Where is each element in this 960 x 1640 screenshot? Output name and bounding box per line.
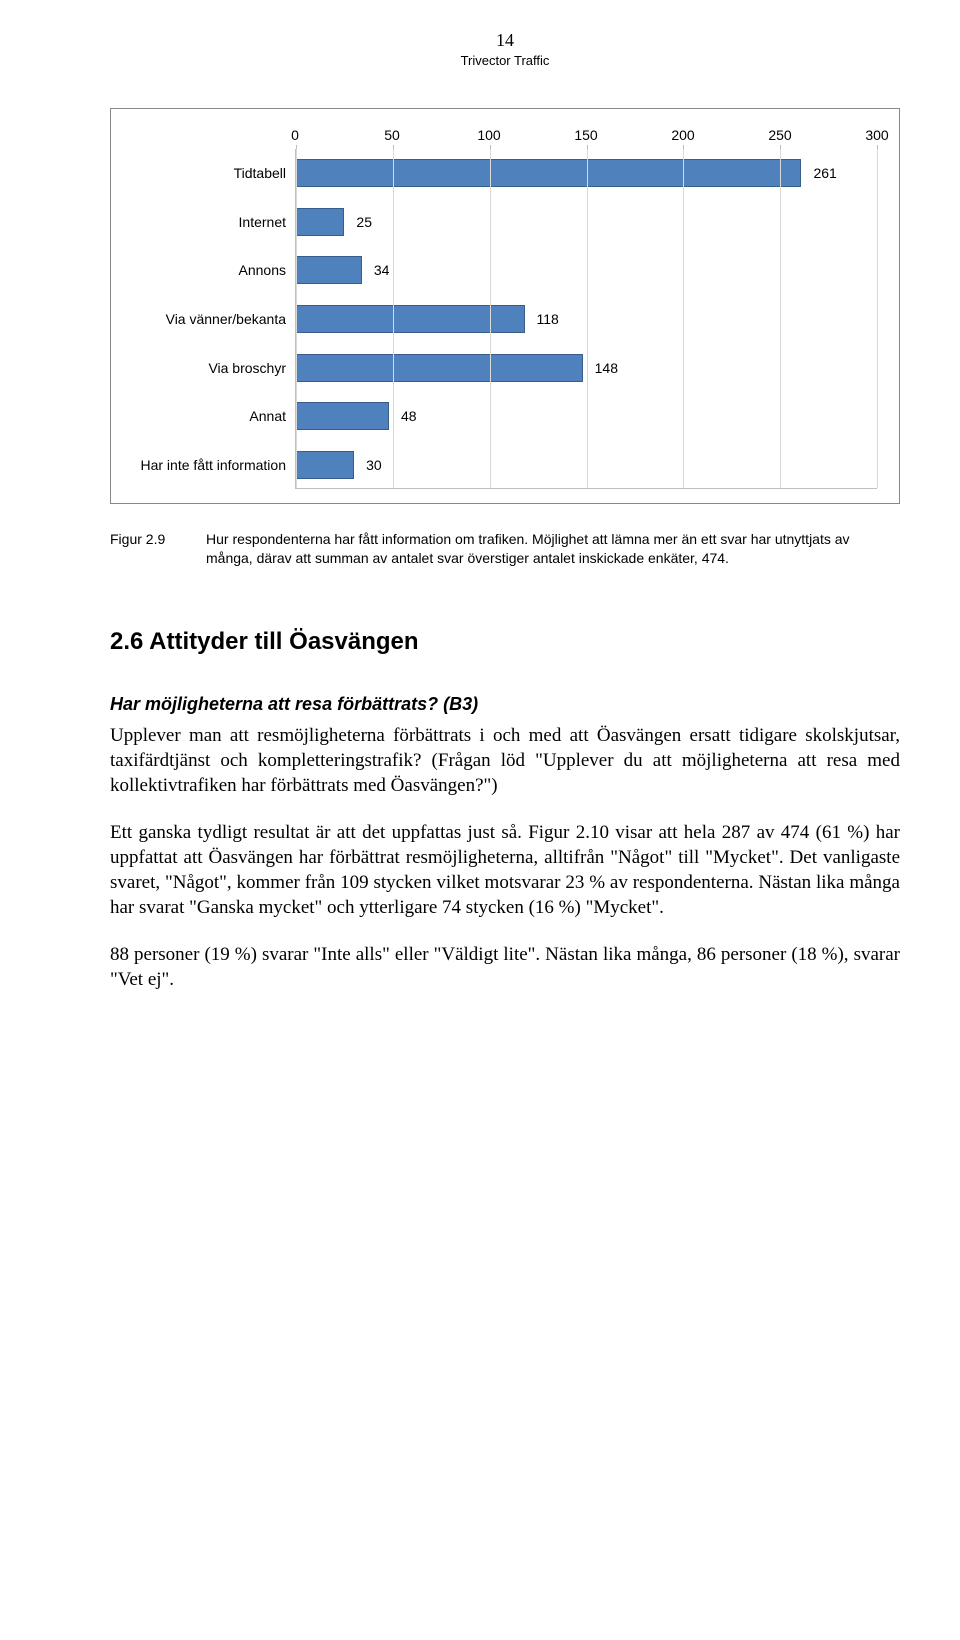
chart-x-tick: 250 xyxy=(768,127,791,143)
chart-plot-area: TidtabellInternetAnnonsVia vänner/bekant… xyxy=(295,149,877,489)
page-header: 14 Trivector Traffic xyxy=(110,30,900,68)
chart-category-label: Annat xyxy=(126,408,286,424)
chart-bar-value: 30 xyxy=(366,457,382,473)
body-paragraph: 88 personer (19 %) svarar "Inte alls" el… xyxy=(110,942,900,992)
body-paragraph: Upplever man att resmöjligheterna förbät… xyxy=(110,723,900,798)
page-subhead: Trivector Traffic xyxy=(110,53,900,68)
body-paragraph: Ett ganska tydligt resultat är att det u… xyxy=(110,820,900,920)
chart-bar-value: 48 xyxy=(401,408,417,424)
figure-caption-text: Hur respondenterna har fått information … xyxy=(206,530,900,568)
chart-bar-value: 118 xyxy=(537,311,559,327)
chart-bar-value: 25 xyxy=(356,214,372,230)
chart-category-label: Via vänner/bekanta xyxy=(126,311,286,327)
page-number: 14 xyxy=(110,30,900,51)
chart-x-tick: 150 xyxy=(574,127,597,143)
chart-bar-value: 148 xyxy=(595,360,618,376)
chart-x-tick: 100 xyxy=(477,127,500,143)
figure-caption: Figur 2.9 Hur respondenterna har fått in… xyxy=(110,530,900,568)
chart-x-tick: 50 xyxy=(384,127,400,143)
chart-category-label: Har inte fått information xyxy=(126,457,286,473)
chart-category-label: Annons xyxy=(126,262,286,278)
chart-x-tick: 0 xyxy=(291,127,299,143)
chart-x-tick: 300 xyxy=(865,127,888,143)
chart-bar-value: 261 xyxy=(813,165,836,181)
section-subheading: Har möjligheterna att resa förbättrats? … xyxy=(110,694,900,715)
chart-category-label: Via broschyr xyxy=(126,360,286,376)
chart-category-label: Internet xyxy=(126,214,286,230)
section-heading: 2.6 Attityder till Öasvängen xyxy=(110,628,900,656)
chart-category-label: Tidtabell xyxy=(126,165,286,181)
chart-x-tick: 200 xyxy=(671,127,694,143)
chart-bar-value: 34 xyxy=(374,262,390,278)
info-source-chart: 050100150200250300 TidtabellInternetAnno… xyxy=(110,108,900,504)
figure-caption-key: Figur 2.9 xyxy=(110,530,206,568)
